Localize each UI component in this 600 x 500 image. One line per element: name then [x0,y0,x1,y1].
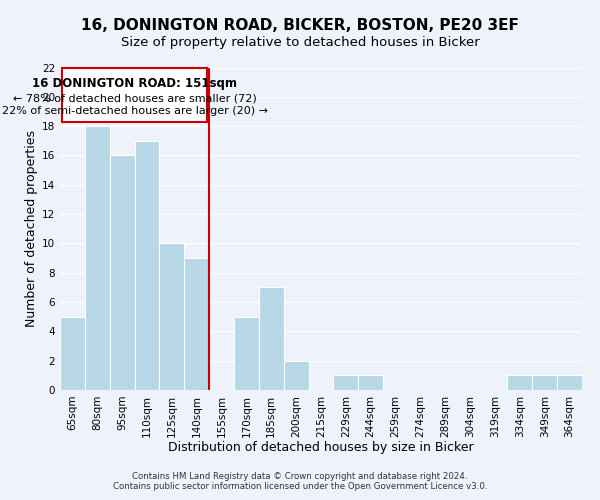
Bar [60,316,85,390]
Text: Size of property relative to detached houses in Bicker: Size of property relative to detached ho… [121,36,479,49]
Bar [508,376,532,390]
Text: ← 78% of detached houses are smaller (72): ← 78% of detached houses are smaller (72… [13,94,256,104]
Bar [85,126,110,390]
Bar [259,288,284,390]
Bar [160,244,184,390]
Text: 16 DONINGTON ROAD: 151sqm: 16 DONINGTON ROAD: 151sqm [32,77,237,90]
Bar [358,376,383,390]
Bar [110,156,134,390]
Text: Contains HM Land Registry data © Crown copyright and database right 2024.: Contains HM Land Registry data © Crown c… [132,472,468,481]
FancyBboxPatch shape [62,68,206,122]
Bar [532,376,557,390]
Bar [184,258,209,390]
X-axis label: Distribution of detached houses by size in Bicker: Distribution of detached houses by size … [168,441,474,454]
Text: Contains public sector information licensed under the Open Government Licence v3: Contains public sector information licen… [113,482,487,491]
Y-axis label: Number of detached properties: Number of detached properties [25,130,38,327]
Bar [334,376,358,390]
Text: 16, DONINGTON ROAD, BICKER, BOSTON, PE20 3EF: 16, DONINGTON ROAD, BICKER, BOSTON, PE20… [81,18,519,32]
Bar [284,360,308,390]
Bar [557,376,582,390]
Text: 22% of semi-detached houses are larger (20) →: 22% of semi-detached houses are larger (… [2,106,268,117]
Bar [234,316,259,390]
Bar [134,141,160,390]
